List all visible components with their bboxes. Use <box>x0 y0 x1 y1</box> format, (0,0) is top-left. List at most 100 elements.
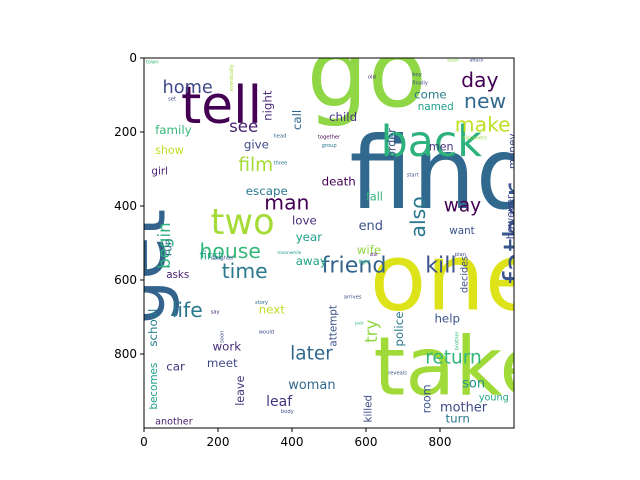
word-still: still <box>370 252 378 258</box>
x-axis: 0 200 400 600 800 <box>140 428 451 449</box>
word-run: run <box>163 239 175 256</box>
word-reveals: reveals <box>388 370 407 376</box>
word-father: father <box>496 183 535 284</box>
word-leave: leave <box>234 376 247 406</box>
word-fight: fight <box>359 259 371 265</box>
word-named: named <box>418 101 454 113</box>
word-set: set <box>168 97 176 103</box>
word-girl: girl <box>151 166 168 178</box>
word-arrives: arrives <box>344 295 362 301</box>
word-next: next <box>259 302 286 316</box>
word-old: old <box>368 74 376 80</box>
word-body: body <box>281 409 294 415</box>
word-home: home <box>163 78 213 98</box>
word-mother: mother <box>440 400 488 415</box>
word-brother: brother <box>455 330 461 350</box>
word-year: year <box>296 230 323 244</box>
word-finally: finally <box>412 81 428 87</box>
x-tick-label: 400 <box>281 435 304 449</box>
word-head: head <box>274 134 287 140</box>
word-man: man <box>264 191 309 215</box>
word-men: men <box>429 141 454 154</box>
word-take: take <box>373 320 549 415</box>
word-come: come <box>414 88 447 102</box>
word-make: make <box>455 112 511 136</box>
word-decides: decides <box>460 256 471 293</box>
word-call: call <box>290 110 304 130</box>
word-woman: woman <box>288 378 335 393</box>
word-show: show <box>155 144 184 157</box>
y-tick-label: 600 <box>114 273 137 287</box>
x-tick-label: 800 <box>429 435 452 449</box>
word-night: night <box>261 90 275 121</box>
word-also: also <box>406 196 430 237</box>
word-two: two <box>211 202 275 243</box>
word-killed: killed <box>363 395 375 423</box>
word-time: time <box>222 259 268 283</box>
word-kill: kill <box>425 253 456 279</box>
plot-frame <box>143 57 515 429</box>
word-wife: wife <box>357 243 381 257</box>
word-story: story <box>255 300 268 306</box>
word-turn: turn <box>446 411 470 425</box>
plot-area <box>144 58 514 428</box>
word-would: would <box>259 330 274 336</box>
word-want: want <box>449 225 474 237</box>
word-give: give <box>244 138 269 152</box>
word-film: film <box>238 155 273 176</box>
word-life: life <box>172 298 203 322</box>
word-school: school <box>146 309 160 347</box>
word-family: family <box>155 123 192 137</box>
word-first: first <box>200 249 223 263</box>
word-asks: asks <box>166 269 189 281</box>
word-attack: attack <box>470 58 484 64</box>
y-tick-label: 800 <box>114 347 137 361</box>
word-another: another <box>155 416 193 427</box>
word-get: get <box>99 209 181 324</box>
word-child: child <box>329 110 357 124</box>
word-boy: boy <box>412 72 422 78</box>
word-say: say <box>211 309 220 315</box>
word-discovers: discovers <box>462 135 487 141</box>
word-start: start <box>407 172 419 178</box>
word-car: car <box>166 360 185 374</box>
word-escape: escape <box>246 184 288 198</box>
x-tick-label: 200 <box>207 435 230 449</box>
word-police: police <box>392 311 406 346</box>
word-end: end <box>359 219 383 234</box>
word-love: love <box>292 214 317 228</box>
word-eventually: eventually <box>229 64 235 91</box>
word-room: room <box>421 384 434 413</box>
word-one: one <box>370 224 542 332</box>
word-money: money <box>507 134 519 170</box>
word-away: away <box>296 254 327 268</box>
y-axis: 0 200 400 600 800 <box>114 51 144 361</box>
word-daughter: daughter <box>211 256 236 262</box>
word-way: way <box>444 196 481 217</box>
word-friend: friend <box>322 253 387 279</box>
word-try: try <box>362 320 381 343</box>
word-find: find <box>349 115 539 232</box>
word-attempt: attempt <box>327 305 339 347</box>
word-order: order <box>386 128 399 158</box>
word-however: however <box>505 194 517 239</box>
y-tick-label: 0 <box>129 51 137 65</box>
word-see: see <box>229 117 258 136</box>
word-son: son <box>462 376 485 391</box>
word-house: house <box>200 239 261 263</box>
word-work: work <box>212 339 241 353</box>
word-new: new <box>464 89 506 113</box>
word-begin: begin <box>155 222 174 269</box>
word-fall: fall <box>366 190 383 203</box>
word-team: team <box>447 58 459 64</box>
x-tick-label: 600 <box>355 435 378 449</box>
word-soon: soon <box>220 331 226 343</box>
word-becomes: becomes <box>148 363 160 410</box>
word-tell: tell <box>181 76 262 136</box>
word-town: town <box>146 60 159 66</box>
word-meanwhile: meanwhile <box>277 250 301 256</box>
word-help: help <box>434 312 460 326</box>
word-leaf: leaf <box>266 394 293 410</box>
x-tick-label: 0 <box>140 435 148 449</box>
word-go: go <box>307 17 427 129</box>
